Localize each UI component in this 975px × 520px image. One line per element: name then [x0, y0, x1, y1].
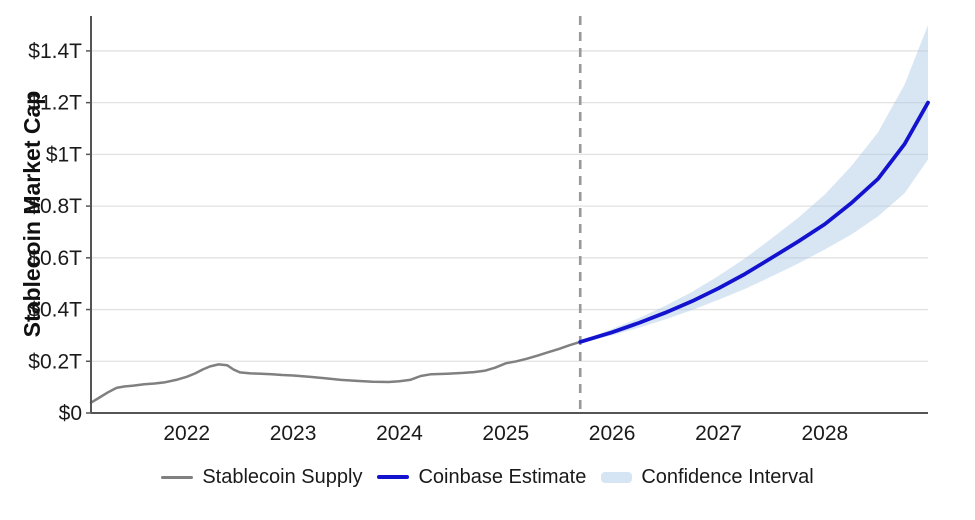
y-axis-title: Stablecoin Market Cap	[19, 91, 45, 338]
x-tick-label: 2028	[801, 422, 848, 445]
legend-label-coinbase-estimate: Coinbase Estimate	[418, 466, 587, 488]
x-tick-label: 2026	[589, 422, 636, 445]
x-tick-label: 2024	[376, 422, 423, 445]
legend-item-confidence-interval[interactable]: Confidence Interval	[601, 463, 814, 491]
estimate-line	[578, 100, 930, 344]
estimate-line-swatch	[377, 474, 410, 480]
y-tick-label: $1T	[46, 143, 82, 166]
y-tick-label: $0.6T	[28, 247, 82, 270]
y-tick-label: $1.4T	[28, 40, 82, 63]
x-tick-label: 2022	[163, 422, 210, 445]
x-tick-label: 2027	[695, 422, 742, 445]
plot-layer: $0 $0.2T $0.4T $0.6T $0.8T $1T $1.2T $1.4T 2022 2…	[28, 16, 930, 445]
y-tick-label: $0.4T	[28, 299, 82, 322]
legend-label-stablecoin-supply: Stablecoin Supply	[202, 466, 363, 488]
supply-line-swatch	[161, 475, 194, 479]
supply-line	[89, 340, 582, 404]
y-tick-label: $1.2T	[28, 92, 82, 115]
plot-area: $0 $0.2T $0.4T $0.6T $0.8T $1T $1.2T $1.4T 2022 2…	[19, 16, 930, 445]
legend-item-stablecoin-supply[interactable]: Stablecoin Supply	[161, 463, 362, 491]
y-tick-label: $0.8T	[28, 195, 82, 218]
x-tick-label: 2023	[270, 422, 317, 445]
confidence-band	[580, 25, 928, 343]
confidence-band-swatch	[601, 471, 633, 483]
x-tick-label: 2025	[482, 422, 529, 445]
y-tick-label: $0	[59, 402, 82, 425]
legend-item-coinbase-estimate[interactable]: Coinbase Estimate	[377, 463, 586, 491]
y-tick-label: $0.2T	[28, 350, 82, 373]
legend-label-confidence-interval: Confidence Interval	[641, 466, 814, 488]
legend: Stablecoin Supply Coinbase Estimate Conf…	[0, 463, 975, 491]
